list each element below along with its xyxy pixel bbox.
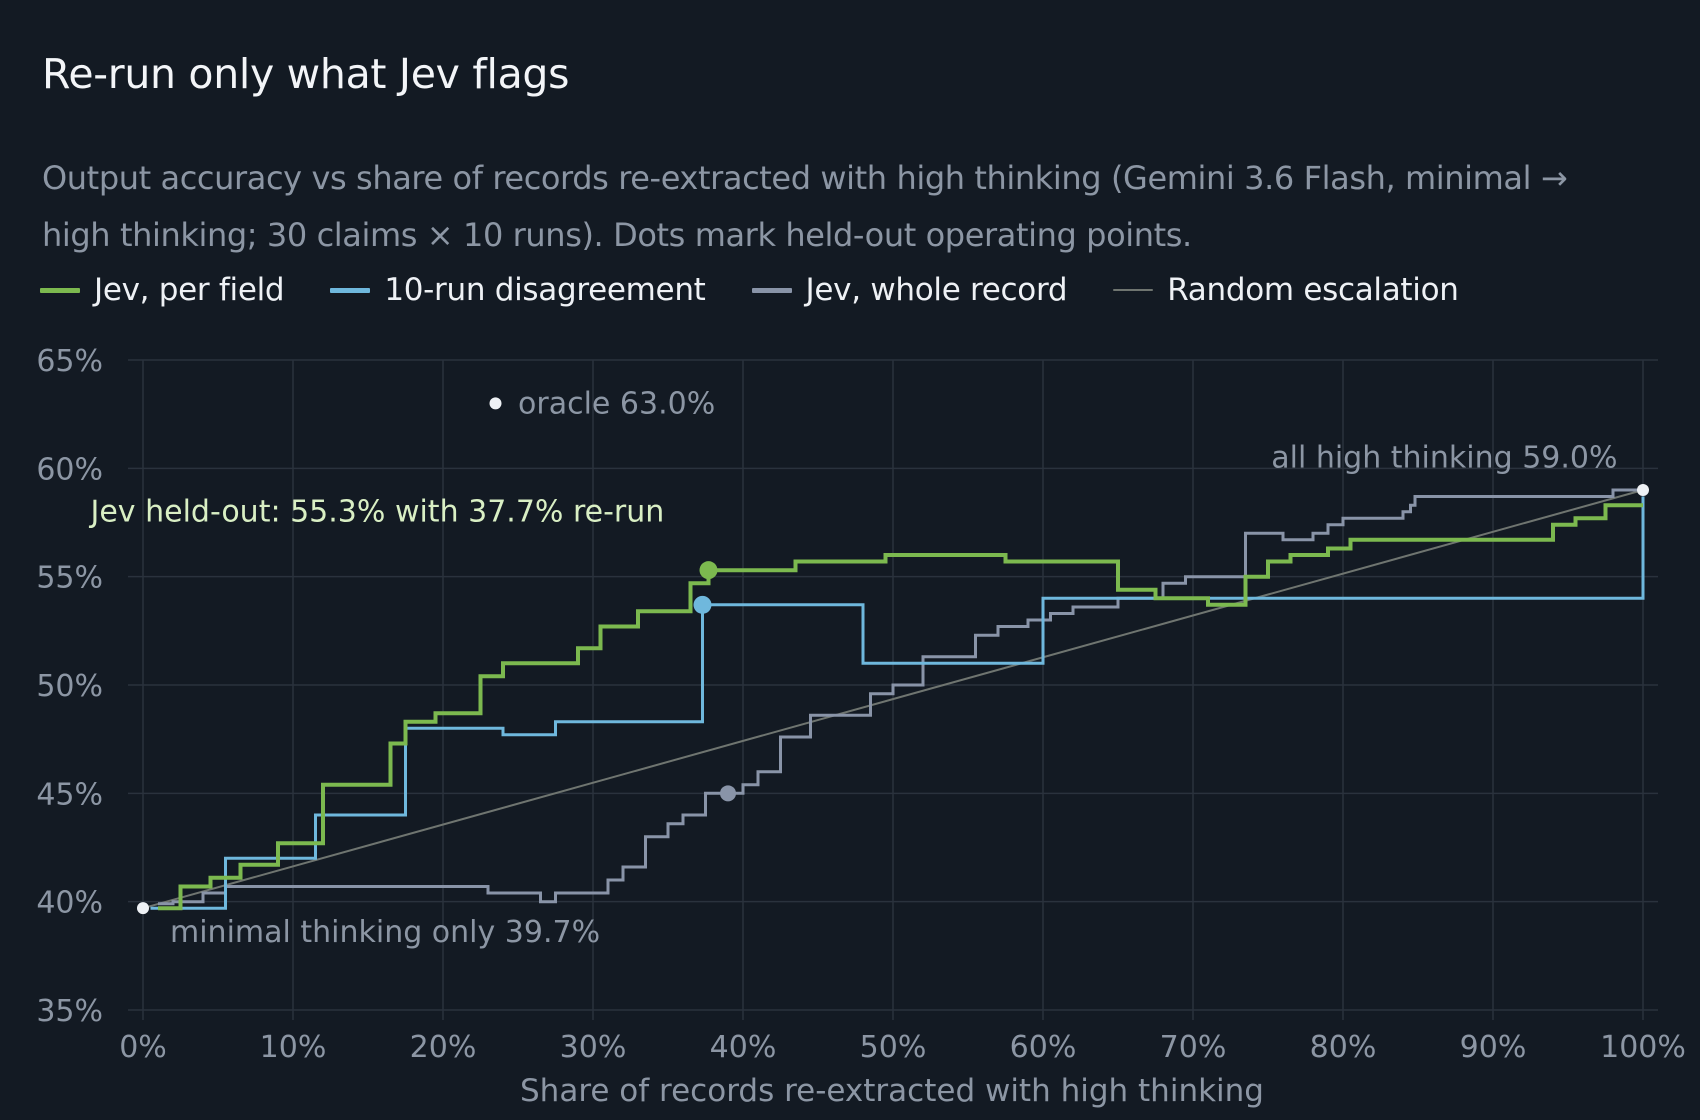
x-tick-label: 50%	[860, 1030, 927, 1065]
series-line-random-escalation	[142, 489, 1644, 910]
series-line-10-run-disagreement	[150, 496, 1645, 910]
legend-item-disagreement: 10-run disagreement	[330, 272, 706, 308]
operating-point-marker	[1637, 484, 1649, 496]
grid	[128, 359, 1658, 1020]
legend-label-disagreement: 10-run disagreement	[384, 272, 706, 308]
legend-swatch-jev-per-field	[40, 287, 80, 293]
y-tick-label: 60%	[36, 452, 103, 487]
legend-label-jev-per-field: Jev, per field	[94, 272, 285, 308]
legend-item-random-escalation: Random escalation	[1113, 272, 1459, 308]
x-tick-label: 40%	[710, 1030, 777, 1065]
legend-item-jev-per-field: Jev, per field	[40, 272, 285, 308]
legend-swatch-jev-whole-record	[751, 287, 792, 293]
chart-title: Re-run only what Jev flags	[42, 50, 570, 98]
x-axis-label: Share of records re-extracted with high …	[520, 1073, 1264, 1109]
y-tick-label: 40%	[36, 886, 103, 921]
legend-item-jev-whole-record: Jev, whole record	[751, 272, 1068, 308]
chart-annotation: oracle 63.0%	[518, 386, 715, 421]
legend: Jev, per field 10-run disagreement Jev, …	[40, 272, 1505, 308]
operating-point-marker	[693, 595, 712, 614]
chart-annotation: minimal thinking only 39.7%	[170, 915, 600, 950]
x-tick-label: 90%	[1460, 1030, 1527, 1065]
operating-point-marker	[699, 561, 718, 580]
x-tick-label: 30%	[560, 1030, 627, 1065]
operating-point-marker	[489, 397, 502, 410]
series-line-jev-whole-record	[158, 488, 1643, 906]
legend-label-jev-whole-record: Jev, whole record	[805, 272, 1068, 308]
legend-label-random-escalation: Random escalation	[1167, 272, 1459, 308]
x-tick-label: 100%	[1600, 1030, 1686, 1065]
operating-point-markers	[137, 397, 1649, 915]
y-tick-label: 55%	[36, 561, 103, 596]
axis-ticks: 0% 10% 20% 30% 40% 50% 60% 70% 80% 90% 100% 35% 40% 4…	[36, 344, 1686, 1065]
annotations: oracle 63.0% all high thinking 59.0% minim…	[89, 386, 1618, 950]
chart-annotation: Jev held-out: 55.3% with 37.7% re-run	[89, 495, 665, 530]
x-tick-label: 80%	[1310, 1030, 1377, 1065]
operating-point-marker	[137, 902, 149, 915]
series-line-jev-per-field	[158, 503, 1643, 911]
operating-point-marker	[720, 785, 736, 802]
y-tick-label: 35%	[36, 994, 103, 1029]
y-tick-label: 45%	[36, 777, 103, 812]
chart-subtitle: Output accuracy vs share of records re-e…	[42, 159, 1568, 254]
x-tick-label: 0%	[119, 1030, 167, 1065]
y-tick-label: 65%	[36, 344, 103, 379]
chart-annotation: all high thinking 59.0%	[1271, 441, 1617, 476]
legend-swatch-disagreement	[330, 287, 371, 293]
legend-swatch-random-escalation	[1113, 289, 1154, 291]
x-tick-label: 60%	[1010, 1030, 1077, 1065]
x-tick-label: 10%	[260, 1030, 327, 1065]
x-tick-label: 20%	[410, 1030, 477, 1065]
y-tick-label: 50%	[36, 669, 103, 704]
x-tick-label: 70%	[1160, 1030, 1227, 1065]
